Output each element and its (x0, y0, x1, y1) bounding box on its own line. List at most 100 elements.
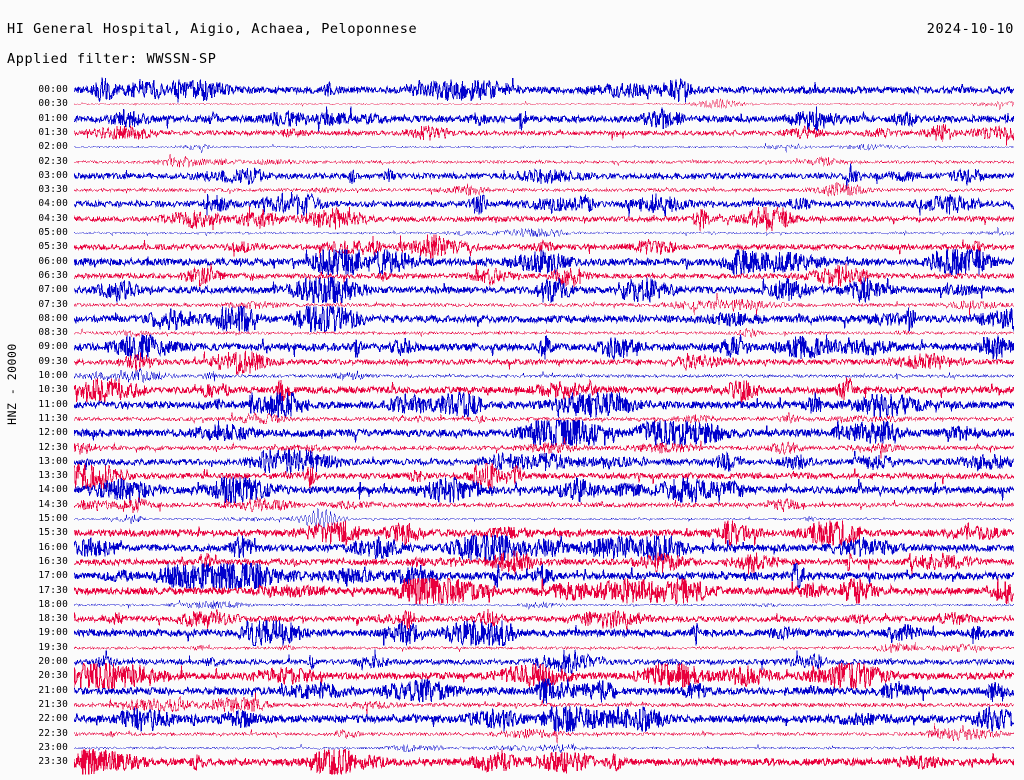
seismic-trace (74, 206, 1014, 232)
trace-row: 00:30 (0, 97, 1024, 111)
row-time-label: 18:30 (38, 613, 68, 625)
trace-row: 07:30 (0, 298, 1024, 312)
row-time-label: 08:00 (38, 312, 68, 324)
trace-row: 17:00 (0, 569, 1024, 583)
date-label: 2024-10-10 (926, 21, 1014, 37)
trace-row: 19:30 (0, 641, 1024, 655)
row-time-label: 20:00 (38, 656, 68, 667)
row-time-label: 20:30 (38, 670, 68, 682)
row-time-label: 22:30 (38, 727, 68, 739)
seismic-trace (74, 392, 1014, 418)
row-time-label: 07:00 (38, 284, 68, 296)
seismic-trace (74, 463, 1014, 489)
seismic-trace (74, 549, 1014, 575)
seismic-trace (74, 578, 1014, 604)
row-time-label: 19:30 (38, 641, 68, 653)
trace-row: 02:30 (0, 155, 1024, 169)
row-time-label: 06:00 (38, 255, 68, 267)
row-time-label: 05:30 (38, 241, 68, 253)
seismic-trace (74, 220, 1014, 246)
trace-row: 02:00 (0, 140, 1024, 154)
trace-row: 04:00 (0, 197, 1024, 211)
seismic-trace (74, 635, 1014, 661)
seismic-trace (74, 91, 1014, 117)
row-time-label: 01:00 (38, 112, 68, 124)
row-time-label: 00:00 (38, 84, 68, 95)
seismic-trace (74, 406, 1014, 432)
row-time-label: 15:30 (38, 527, 68, 539)
trace-row: 10:00 (0, 369, 1024, 383)
seismic-trace (74, 520, 1014, 546)
seismic-trace (74, 535, 1014, 561)
seismic-trace (74, 149, 1014, 175)
row-time-label: 14:00 (38, 484, 68, 496)
seismic-trace (74, 363, 1014, 389)
trace-row: 15:00 (0, 512, 1024, 526)
trace-row: 13:30 (0, 469, 1024, 483)
row-time-label: 13:00 (38, 455, 68, 467)
seismic-trace (74, 134, 1014, 160)
row-time-label: 23:00 (38, 741, 68, 753)
trace-row: 20:00 (0, 655, 1024, 669)
trace-row: 01:30 (0, 126, 1024, 140)
trace-row: 13:00 (0, 455, 1024, 469)
trace-row: 12:30 (0, 441, 1024, 455)
row-time-label: 01:30 (38, 126, 68, 138)
row-time-label: 04:00 (38, 198, 68, 210)
seismic-trace (74, 606, 1014, 632)
trace-row: 03:00 (0, 169, 1024, 183)
trace-row: 06:00 (0, 255, 1024, 269)
row-time-label: 19:00 (38, 627, 68, 639)
row-time-label: 00:30 (38, 98, 68, 110)
trace-row: 11:30 (0, 412, 1024, 426)
seismic-trace (74, 506, 1014, 532)
helicorder-plot: 00:00 00:30 01:00 01:30 02:00 02:30 03:00 03:30… (0, 78, 1024, 778)
row-time-label: 09:30 (38, 355, 68, 367)
seismic-trace (74, 191, 1014, 217)
trace-row: 14:30 (0, 498, 1024, 512)
row-time-label: 22:00 (38, 713, 68, 725)
trace-row: 06:30 (0, 269, 1024, 283)
trace-row: 11:00 (0, 398, 1024, 412)
trace-row: 23:00 (0, 741, 1024, 755)
trace-row: 12:00 (0, 426, 1024, 440)
row-time-label: 04:30 (38, 212, 68, 224)
seismic-trace (74, 377, 1014, 403)
trace-row: 09:00 (0, 340, 1024, 354)
row-time-label: 13:30 (38, 470, 68, 482)
row-time-label: 14:30 (38, 498, 68, 510)
seismic-trace (74, 449, 1014, 475)
trace-row: 22:30 (0, 727, 1024, 741)
row-time-label: 17:00 (38, 570, 68, 582)
row-time-label: 15:00 (38, 513, 68, 524)
row-time-label: 06:30 (38, 269, 68, 281)
row-time-label: 18:00 (38, 598, 68, 610)
trace-row: 05:00 (0, 226, 1024, 240)
trace-row: 08:30 (0, 326, 1024, 340)
row-time-label: 10:00 (38, 370, 68, 381)
trace-row: 16:00 (0, 541, 1024, 555)
row-time-label: 03:00 (38, 169, 68, 181)
seismic-trace (74, 735, 1014, 761)
seismic-trace (74, 592, 1014, 618)
trace-row: 18:30 (0, 612, 1024, 626)
row-time-label: 16:00 (38, 541, 68, 553)
row-time-label: 11:30 (38, 412, 68, 424)
trace-row: 15:30 (0, 526, 1024, 540)
row-time-label: 16:30 (38, 555, 68, 567)
trace-row: 17:30 (0, 584, 1024, 598)
seismic-trace (74, 120, 1014, 146)
seismic-trace (74, 649, 1014, 675)
trace-row: 08:00 (0, 312, 1024, 326)
trace-row: 07:00 (0, 283, 1024, 297)
seismic-trace (74, 477, 1014, 503)
trace-row: 09:30 (0, 355, 1024, 369)
seismic-trace (74, 234, 1014, 260)
seismic-trace (74, 249, 1014, 275)
trace-row: 21:00 (0, 684, 1024, 698)
trace-row: 16:30 (0, 555, 1024, 569)
trace-row: 03:30 (0, 183, 1024, 197)
seismic-trace (74, 620, 1014, 646)
seismic-trace (74, 563, 1014, 589)
seismic-trace (74, 292, 1014, 318)
